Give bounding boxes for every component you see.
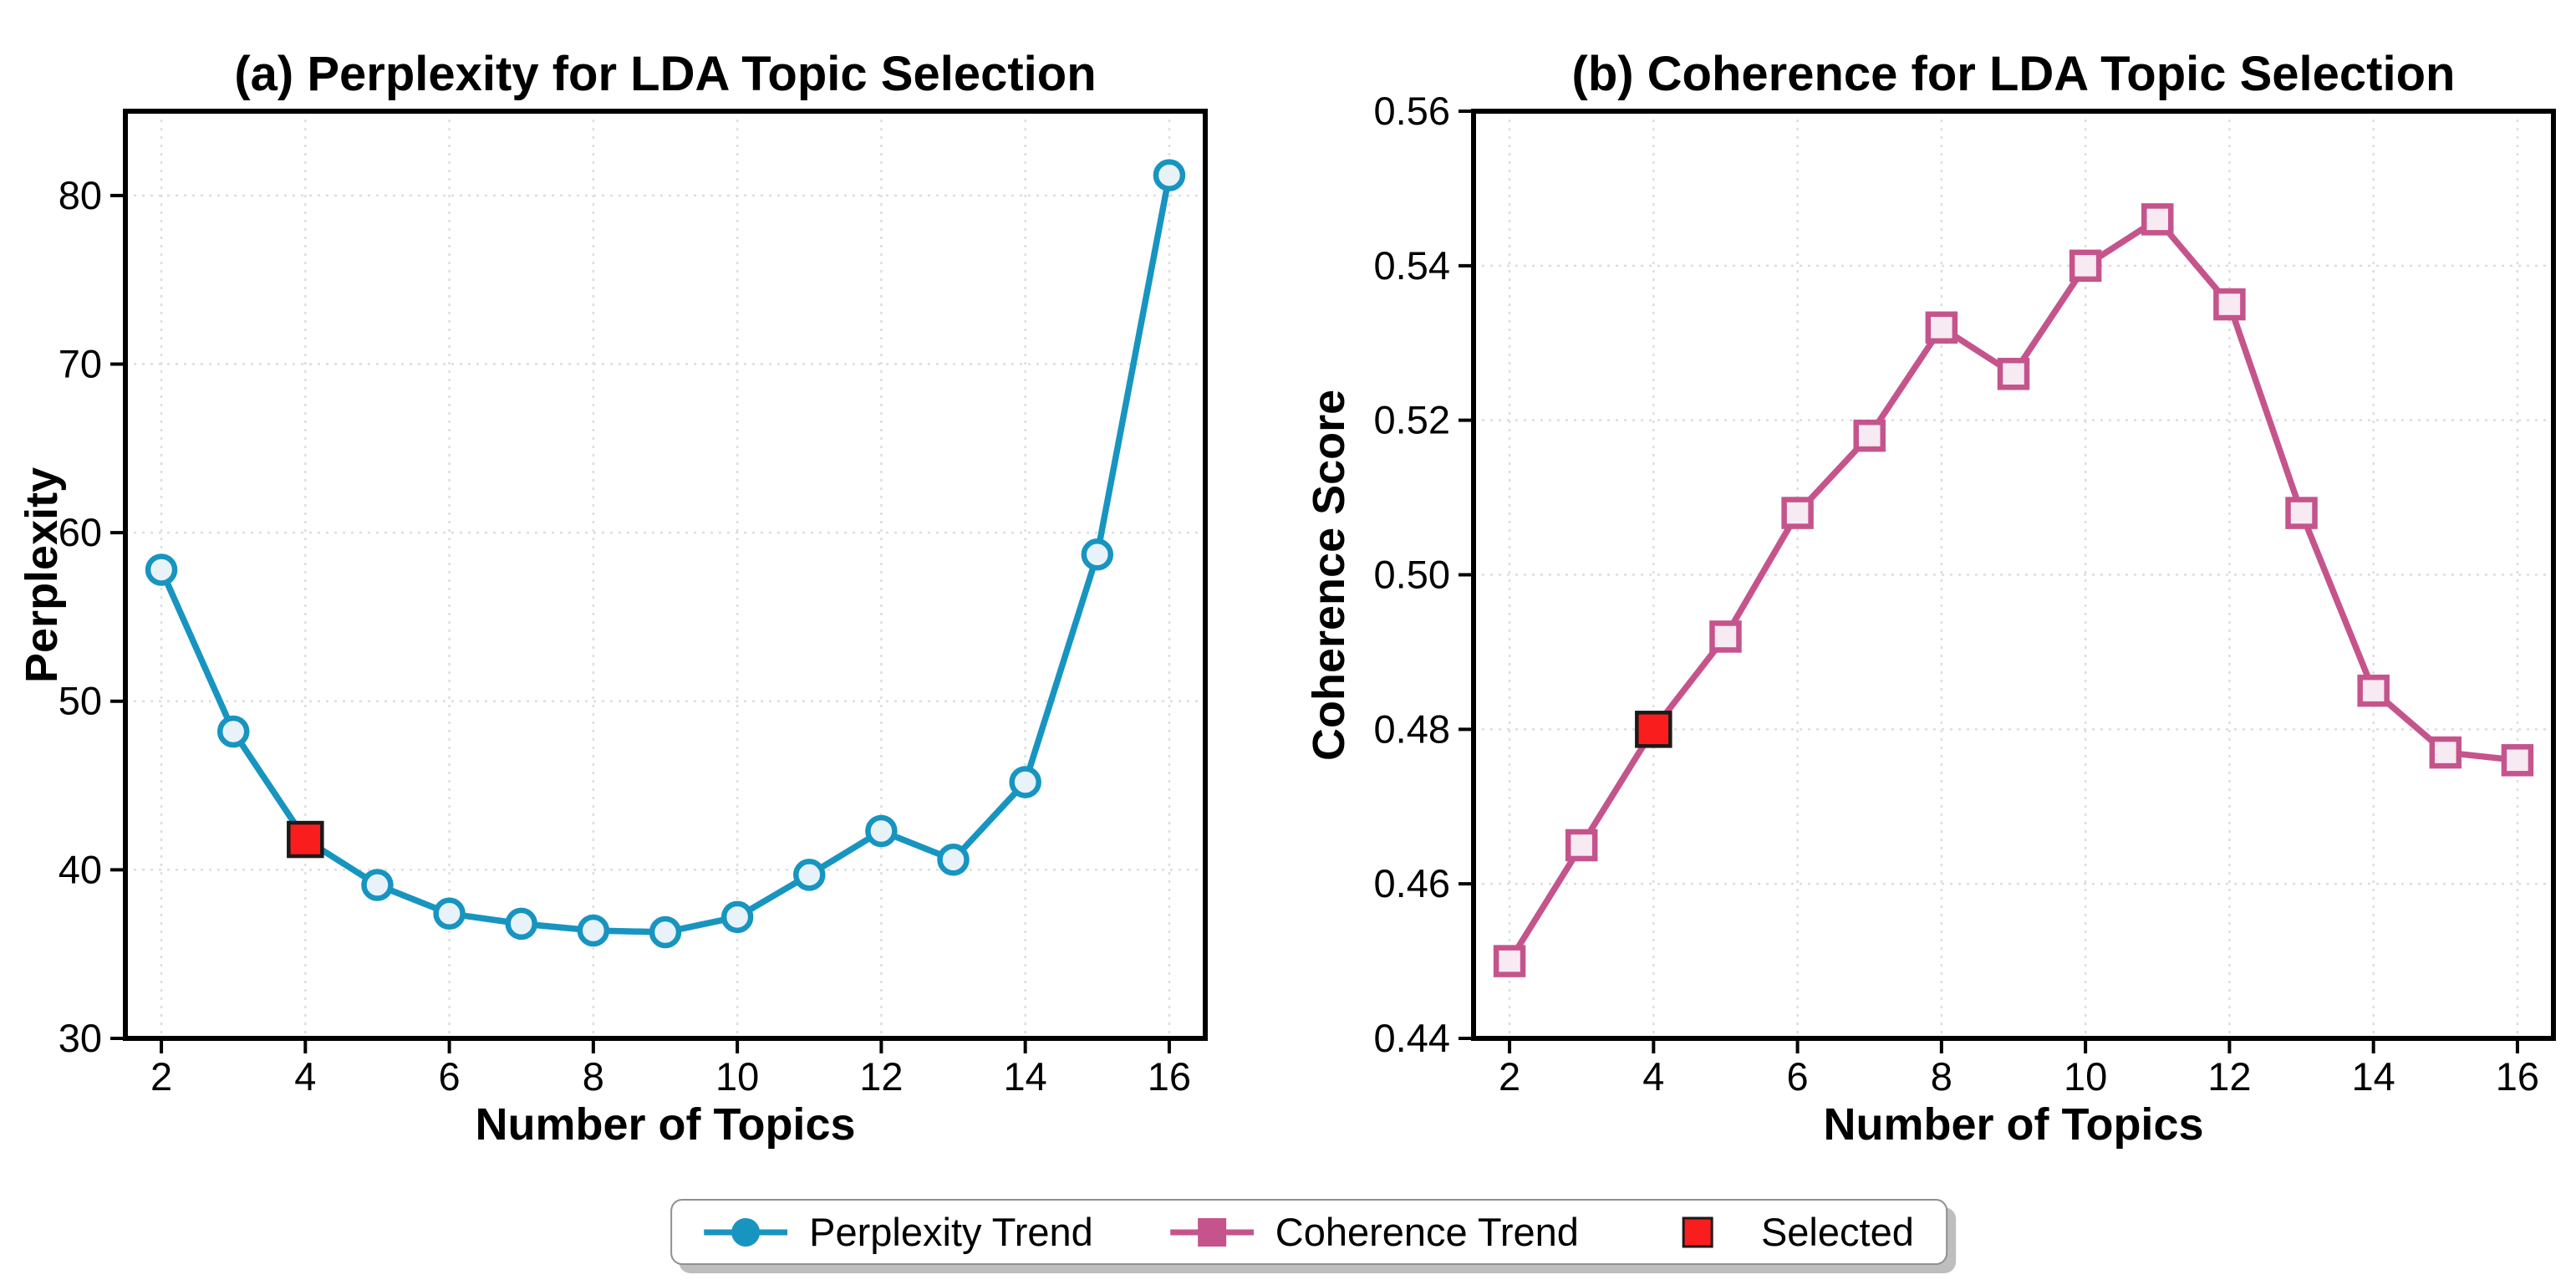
y-tick-label: 0.54 — [1374, 243, 1450, 288]
panel-a-title: (a) Perplexity for LDA Topic Selection — [234, 47, 1097, 102]
legend-label-selected: Selected — [1760, 1210, 1914, 1254]
x-tick-label: 16 — [1148, 1054, 1191, 1099]
data-point — [793, 859, 826, 891]
y-tick-label: 60 — [59, 510, 102, 554]
x-tick-label: 16 — [2496, 1054, 2539, 1099]
selected-point — [287, 820, 324, 859]
data-point — [1493, 945, 1526, 977]
data-point — [1925, 311, 1958, 344]
data-point — [2357, 674, 2390, 707]
data-point — [1997, 357, 2030, 390]
x-tick-label: 6 — [439, 1054, 461, 1099]
x-tick-label: 6 — [1787, 1054, 1809, 1099]
plot-area-perplexity: 2 4 6 8 10 12 14 16 30 40 50 60 70 80 — [59, 109, 1208, 1099]
axes-spines — [123, 109, 1208, 1041]
selected-marker-icon — [1682, 1216, 1713, 1247]
data-point — [433, 897, 466, 931]
data-point — [145, 553, 178, 586]
data-point — [2141, 203, 2174, 236]
data-point — [361, 869, 394, 901]
y-axis-label-coherence: Coherence Score — [1304, 389, 1354, 761]
data-point — [2213, 288, 2246, 321]
data-point — [1153, 159, 1186, 191]
data-point — [720, 900, 754, 934]
data-point — [1081, 538, 1114, 571]
perplexity-trend-marker-icon — [704, 1217, 788, 1247]
data-point — [2429, 736, 2462, 769]
y-tick-label: 0.48 — [1374, 706, 1450, 751]
y-tick-label: 0.56 — [1374, 89, 1450, 133]
data-point — [1781, 497, 1814, 529]
x-tick-label: 4 — [1642, 1054, 1664, 1099]
data-point — [577, 914, 610, 947]
x-tick-label: 8 — [1931, 1054, 1952, 1099]
y-tick-label: 0.46 — [1374, 861, 1450, 905]
x-tick-label: 12 — [2207, 1054, 2251, 1099]
y-tick-label: 30 — [59, 1016, 102, 1060]
y-tick-label: 0.52 — [1374, 398, 1450, 442]
coherence-trend-marker-icon — [1169, 1217, 1254, 1247]
legend-square-marker — [1197, 1217, 1226, 1247]
data-point — [1565, 829, 1598, 862]
panel-perplexity: (a) Perplexity for LDA Topic Selection P… — [17, 0, 1208, 1170]
legend-label-coherence-trend: Coherence Trend — [1275, 1210, 1579, 1254]
data-point — [865, 814, 898, 848]
data-point — [216, 715, 250, 748]
legend-circle-marker — [731, 1217, 761, 1247]
x-tick-label: 2 — [150, 1054, 172, 1099]
x-tick-label: 12 — [859, 1054, 903, 1099]
legend-item-perplexity-trend: Perplexity Trend — [704, 1209, 1093, 1255]
y-tick-label: 50 — [59, 679, 102, 723]
x-axis-label-b: Number of Topics — [1823, 1099, 2204, 1150]
y-tick-label: 0.50 — [1374, 553, 1450, 597]
y-tick-label: 40 — [59, 847, 102, 891]
data-point — [1709, 620, 1742, 653]
data-point — [2069, 249, 2102, 283]
x-tick-label: 4 — [294, 1054, 316, 1099]
legend-selected-marker — [1682, 1216, 1713, 1247]
y-axis-label-perplexity: Perplexity — [17, 467, 67, 683]
x-tick-label: 14 — [1004, 1054, 1047, 1099]
x-axis-label-a: Number of Topics — [475, 1099, 856, 1150]
plot-area-coherence: 2 4 6 8 10 12 14 16 0.44 0.46 0.48 0.50 0.52 0.54 0.56 — [1374, 89, 2556, 1099]
legend-label-perplexity-trend: Perplexity Trend — [809, 1210, 1093, 1254]
x-tick-label: 2 — [1499, 1054, 1520, 1099]
data-point — [2501, 744, 2534, 777]
data-point — [649, 915, 682, 949]
data-point — [937, 844, 970, 876]
y-tick-label: 0.44 — [1374, 1016, 1450, 1060]
data-point — [1009, 766, 1041, 798]
legend-item-selected: Selected — [1656, 1209, 1914, 1255]
x-tick-label: 8 — [583, 1054, 604, 1099]
x-tick-label: 10 — [2064, 1054, 2107, 1099]
data-point — [2285, 497, 2318, 529]
x-tick-label: 10 — [715, 1054, 759, 1099]
axes-spines — [1471, 109, 2556, 1041]
legend-item-coherence-trend: Coherence Trend — [1169, 1209, 1579, 1255]
x-tick-label: 14 — [2352, 1054, 2395, 1099]
data-point — [505, 907, 537, 941]
selected-point — [1635, 711, 1672, 748]
panel-b-title: (b) Coherence for LDA Topic Selection — [1571, 47, 2456, 102]
trend-line — [158, 171, 1173, 936]
data-point — [1853, 419, 1886, 452]
y-tick-label: 70 — [59, 341, 102, 385]
trend-line — [1506, 216, 2521, 965]
legend: Perplexity Trend Coherence Trend Selecte… — [670, 1199, 1947, 1265]
panel-coherence: (b) Coherence for LDA Topic Selection Co… — [1304, 0, 2556, 1170]
y-tick-label: 80 — [59, 173, 102, 217]
